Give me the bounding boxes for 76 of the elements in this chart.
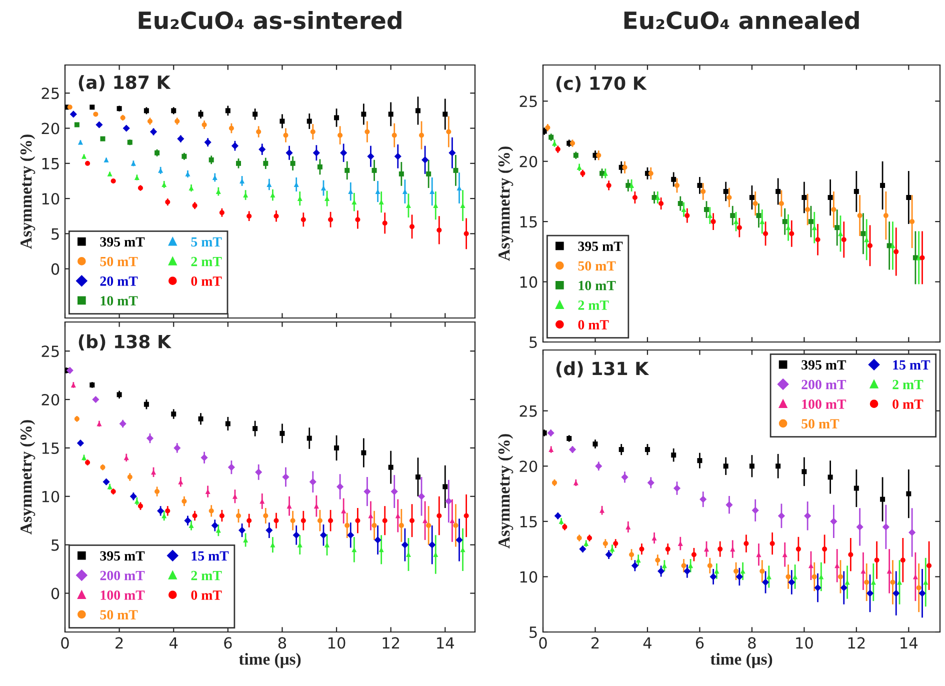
legend-label: 5 mT — [191, 237, 222, 247]
y-tick-label: 5 — [52, 228, 59, 240]
legend-label: 50 mT — [100, 610, 138, 620]
legend-label: 10 mT — [100, 296, 138, 306]
legend-label: 395 mT — [802, 360, 846, 370]
legend-label: 15 mT — [192, 551, 229, 561]
legend-label: 100 mT — [802, 399, 846, 409]
y-tick-label: 20 — [42, 122, 60, 134]
legend-label: 20 mT — [100, 276, 138, 286]
legend-label: 395 mT — [100, 551, 145, 561]
y-tick-label: 10 — [42, 490, 60, 502]
x-tick-label: 4 — [169, 637, 178, 648]
legend-label: 50 mT — [100, 256, 138, 266]
x-tick-label: 6 — [696, 637, 704, 649]
x-tick-label: 8 — [748, 637, 756, 649]
legend-label: 200 mT — [802, 380, 846, 390]
chart-title: Eu₂CuO₄ as-sintered — [138, 10, 402, 30]
annotation: (c) 170 K — [556, 76, 647, 92]
legend-label: 200 mT — [100, 570, 145, 580]
x-tick-label: 2 — [591, 637, 599, 648]
legend-label: 2 mT — [191, 256, 222, 266]
y-tick-label: 5 — [530, 336, 537, 348]
y-tick-label: 10 — [42, 192, 60, 205]
x-tick-label: 6 — [224, 637, 232, 649]
annotation: (a) 187 K — [78, 75, 171, 92]
x-tick-label: 14 — [900, 637, 918, 648]
y-tick-label: 10 — [520, 276, 538, 288]
y-tick-label: 20 — [520, 156, 538, 168]
y-tick-label: 0 — [51, 588, 60, 600]
x-axis-title: time (μs) — [710, 653, 772, 668]
legend-label: 15 mT — [893, 360, 930, 370]
y-tick-label: 5 — [52, 539, 59, 551]
annotation: (d) 131 K — [556, 361, 650, 378]
chart-title: Eu₂CuO₄ annealed — [624, 10, 859, 30]
legend-label: 50 mT — [802, 419, 840, 428]
x-tick-label: 4 — [643, 637, 652, 648]
x-tick-label: 12 — [848, 637, 865, 648]
y-axis-title: Asymmetry (%) — [20, 134, 36, 249]
y-tick-label: 15 — [42, 158, 59, 170]
legend-label: 395 mT — [100, 237, 145, 247]
annotation: (b) 138 K — [78, 334, 172, 350]
x-tick-label: 0 — [61, 637, 69, 649]
y-tick-label: 20 — [42, 394, 60, 406]
y-tick-label: 25 — [42, 88, 59, 100]
y-tick-label: 15 — [520, 216, 537, 228]
x-tick-label: 10 — [796, 637, 813, 649]
y-axis-title: Asymmetry (%) — [498, 146, 514, 261]
y-tick-label: 25 — [42, 346, 59, 358]
legend-label: 0 mT — [578, 320, 609, 330]
y-tick-label: 15 — [42, 442, 59, 454]
x-tick-label: 14 — [437, 637, 454, 648]
y-tick-label: 10 — [520, 571, 538, 583]
legend-label: 0 mT — [191, 590, 222, 600]
y-tick-label: 15 — [520, 516, 537, 528]
legend-label: 2 mT — [892, 380, 924, 390]
x-tick-label: 12 — [382, 637, 400, 648]
y-tick-label: 25 — [520, 405, 537, 417]
legend-label: 0 mT — [892, 399, 924, 409]
legend-label: 100 mT — [100, 590, 145, 600]
y-tick-label: 0 — [51, 263, 60, 275]
legend-label: 0 mT — [191, 276, 222, 286]
legend-label: 50 mT — [578, 261, 616, 271]
legend-label: 395 mT — [578, 242, 623, 251]
y-tick-label: 5 — [530, 626, 537, 638]
legend-label: 10 mT — [578, 280, 616, 290]
y-axis-title: Asymmetry (%) — [20, 420, 36, 534]
y-tick-label: 20 — [520, 460, 538, 472]
legend-label: 2 mT — [578, 300, 609, 310]
legend-label: 2 mT — [191, 570, 222, 580]
x-tick-label: 10 — [328, 637, 346, 649]
y-tick-label: 25 — [520, 96, 537, 108]
x-axis-title: time (μs) — [238, 653, 301, 668]
x-tick-label: 8 — [278, 637, 286, 649]
y-axis-title: Asymmetry (%) — [498, 434, 514, 548]
x-tick-label: 0 — [539, 637, 547, 649]
x-tick-label: 2 — [116, 637, 123, 648]
